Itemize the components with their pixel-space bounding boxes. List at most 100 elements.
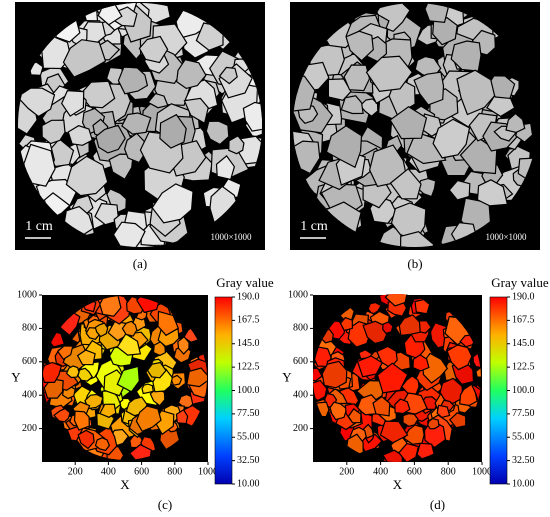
aggregate xyxy=(475,367,481,378)
aggregate xyxy=(325,125,363,169)
aggregate xyxy=(372,395,391,417)
aggregate xyxy=(177,335,190,355)
aggregate xyxy=(138,35,169,64)
y-tick-label: 400 xyxy=(22,389,37,400)
colorbar-tick-label: 77.50 xyxy=(512,408,535,419)
aggregate xyxy=(379,420,409,444)
aggregate xyxy=(141,383,154,395)
aggregate xyxy=(402,412,419,427)
aggregate xyxy=(340,95,364,115)
aggregate xyxy=(62,39,107,78)
aggregate xyxy=(65,155,109,197)
aggregate xyxy=(448,412,467,429)
aggregate xyxy=(112,221,146,247)
aggregate xyxy=(321,360,348,389)
aggregate xyxy=(424,3,449,24)
aggregate xyxy=(95,124,126,154)
aggregate xyxy=(152,340,167,357)
x-tick-label: 400 xyxy=(101,466,116,477)
specimen xyxy=(18,3,262,247)
aggregate xyxy=(77,429,95,450)
x-tick-label: 1000 xyxy=(472,466,492,477)
aggregate xyxy=(99,403,117,418)
aggregate xyxy=(77,367,93,382)
aggregate xyxy=(94,322,109,338)
aggregate xyxy=(186,367,207,388)
aggregate xyxy=(456,69,496,116)
aggregate xyxy=(43,361,63,383)
aggregate xyxy=(446,344,473,371)
y-tick-label: 600 xyxy=(293,356,308,367)
y-tick-label: 200 xyxy=(293,423,308,434)
aggregate xyxy=(53,407,71,423)
aggregate xyxy=(99,296,122,317)
aggregate xyxy=(390,202,427,242)
aggregate xyxy=(205,120,230,146)
panel-label: (d) xyxy=(430,497,445,512)
aggregate xyxy=(183,97,209,125)
x-tick-label: 600 xyxy=(407,466,422,477)
colorbar-tick-label: 55.00 xyxy=(512,432,535,443)
aggregate xyxy=(169,374,183,386)
aggregate xyxy=(459,383,478,407)
aggregate xyxy=(41,119,66,145)
aggregate xyxy=(345,30,374,62)
colorbar-tick-label: 32.50 xyxy=(512,455,535,466)
aggregate xyxy=(365,55,414,92)
aggregate xyxy=(65,365,80,379)
aggregate xyxy=(448,179,471,201)
y-tick-label: 400 xyxy=(293,389,308,400)
aggregate xyxy=(389,167,422,200)
aggregate xyxy=(384,294,409,307)
y-tick-label: 200 xyxy=(22,423,37,434)
colorbar-tick-label: 145.0 xyxy=(512,338,535,349)
aggregate xyxy=(149,387,166,407)
y-tick-label: 1000 xyxy=(17,289,37,300)
aggregate xyxy=(242,101,262,132)
x-tick-label: 200 xyxy=(339,466,354,477)
colorbar-tick-label: 122.5 xyxy=(512,361,535,372)
aggregate xyxy=(218,66,238,85)
colorbar-tick-label: 77.50 xyxy=(237,408,260,419)
aggregate xyxy=(67,125,94,146)
aggregate xyxy=(436,404,451,419)
aggregate xyxy=(121,320,138,337)
aggregate xyxy=(18,87,56,118)
panel-label: (b) xyxy=(407,256,422,271)
panel-label: (a) xyxy=(133,256,147,271)
aggregate xyxy=(76,349,96,366)
y-tick-label: 600 xyxy=(22,356,37,367)
resolution-note: 1000×1000 xyxy=(485,232,527,242)
colorbar-tick-label: 10.00 xyxy=(237,478,260,489)
colorbar-tick-label: 100.0 xyxy=(237,385,260,396)
colorbar xyxy=(489,296,508,485)
colorbar-tick-label: 32.50 xyxy=(237,455,260,466)
resolution-note: 1000×1000 xyxy=(210,232,252,242)
colorbar-tick-label: 122.5 xyxy=(237,361,260,372)
aggregate xyxy=(399,231,435,247)
aggregate xyxy=(427,417,440,430)
aggregate xyxy=(56,345,74,361)
colorbar-tick-label: 145.0 xyxy=(237,338,260,349)
y-tick-label: 1000 xyxy=(288,289,308,300)
colorbar-tick-label: 55.00 xyxy=(237,432,260,443)
colorbar-tick-label: 167.5 xyxy=(512,315,535,326)
aggregate xyxy=(147,92,169,109)
x-axis-label: X xyxy=(393,477,403,492)
y-axis-label: Y xyxy=(11,369,21,384)
aggregate xyxy=(159,113,187,149)
aggregate xyxy=(432,118,471,159)
aggregate xyxy=(505,112,526,134)
aggregate xyxy=(398,314,421,337)
x-tick-label: 400 xyxy=(373,466,388,477)
aggregate xyxy=(61,89,85,117)
aggregate xyxy=(135,405,162,433)
aggregate xyxy=(400,375,420,395)
y-tick-label: 800 xyxy=(293,323,308,334)
aggregate xyxy=(459,136,498,175)
aggregate xyxy=(117,66,149,95)
x-tick-label: 800 xyxy=(441,466,456,477)
aggregate xyxy=(157,310,180,337)
aggregate xyxy=(79,80,116,109)
aggregate xyxy=(121,112,152,135)
